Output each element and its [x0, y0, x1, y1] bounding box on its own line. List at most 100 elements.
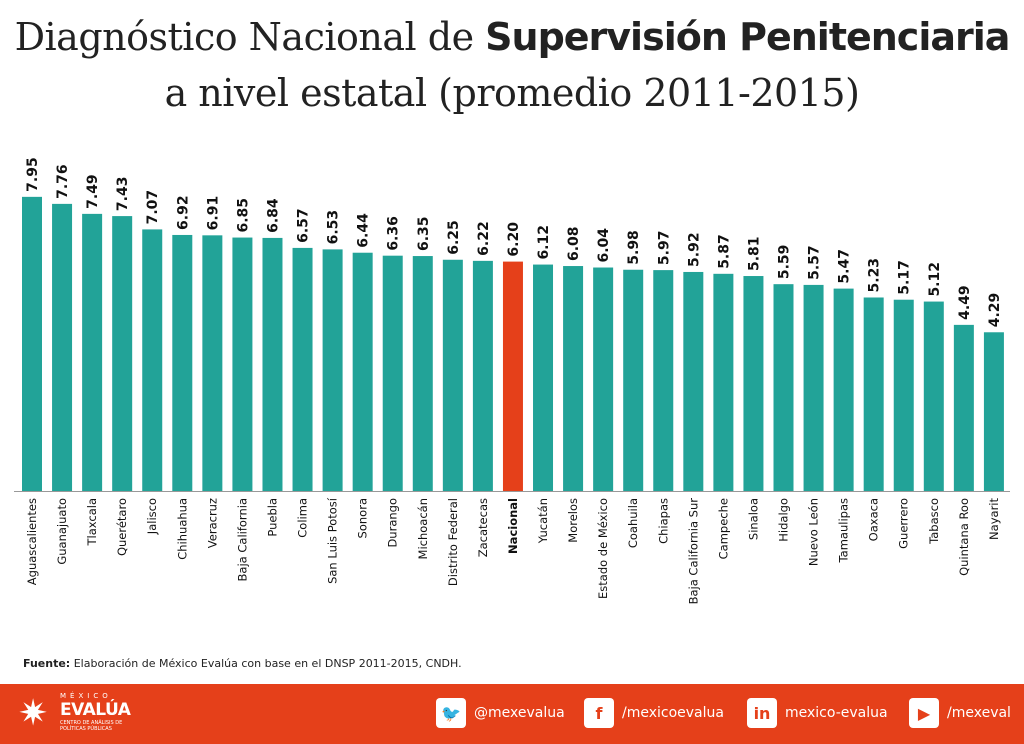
- source-text: Elaboración de México Evalúa con base en…: [70, 657, 462, 670]
- bar-yucatán: [533, 264, 554, 491]
- twitter-link[interactable]: 🐦 @mexevalua: [436, 698, 565, 728]
- value-label: 6.84: [265, 198, 281, 233]
- value-label: 6.35: [416, 217, 432, 252]
- bar-estado-de-méxico: [593, 267, 614, 491]
- bar-hidalgo: [773, 284, 794, 491]
- value-label: 4.49: [957, 285, 973, 320]
- star-logo-icon: ✷: [18, 693, 49, 734]
- category-label: Sonora: [356, 498, 370, 538]
- bar-nuevo-león: [803, 284, 824, 491]
- bar-sonora: [352, 252, 373, 491]
- bar-guanajuato: [52, 203, 73, 491]
- value-label: 6.04: [596, 228, 612, 263]
- bar-nayarit: [983, 332, 1004, 491]
- category-label: Morelos: [566, 498, 580, 543]
- linkedin-link[interactable]: in mexico-evalua: [747, 698, 888, 728]
- bar-sinaloa: [743, 276, 764, 491]
- bar-campeche: [713, 273, 734, 491]
- category-label: Baja California Sur: [686, 498, 700, 605]
- bar-aguascalientes: [22, 196, 42, 491]
- logo-sub: CENTRO DE ANÁLISIS DE POLÍTICAS PÚBLICAS: [60, 720, 123, 732]
- bar-tamaulipas: [833, 288, 854, 491]
- category-label: Campeche: [716, 498, 730, 559]
- value-label: 6.36: [386, 216, 402, 251]
- category-label: Colima: [296, 498, 310, 538]
- value-label: 6.92: [175, 195, 191, 230]
- twitter-label: @mexevalua: [474, 705, 565, 721]
- bar-quintana-roo: [953, 324, 974, 491]
- twitter-icon: 🐦: [436, 698, 466, 728]
- chart-title-line1: Diagnóstico Nacional de Supervisión Peni…: [0, 14, 1024, 60]
- value-label: 7.43: [115, 177, 131, 212]
- bar-puebla: [262, 237, 283, 491]
- bar-chiapas: [653, 270, 674, 491]
- value-label: 5.97: [656, 231, 672, 266]
- category-label: Tamaulipas: [837, 498, 851, 563]
- category-label: Jalisco: [145, 498, 159, 535]
- value-label: 6.44: [356, 213, 372, 248]
- value-label: 5.81: [746, 236, 762, 271]
- mexico-evalua-logo[interactable]: ✷ MÉXICO EVALÚA CENTRO DE ANÁLISIS DE PO…: [18, 690, 138, 738]
- category-label: San Luis Potosí: [326, 497, 340, 584]
- linkedin-icon: in: [747, 698, 777, 728]
- bar-guerrero: [893, 299, 914, 491]
- value-label: 6.57: [296, 208, 312, 243]
- value-label: 7.76: [55, 164, 71, 199]
- bar-jalisco: [142, 229, 163, 491]
- value-label: 5.17: [897, 260, 913, 295]
- category-label: Coahuila: [626, 498, 640, 548]
- category-label: Guanajuato: [55, 498, 69, 565]
- logo-top: MÉXICO: [60, 692, 112, 700]
- category-label: Michoacán: [416, 498, 430, 559]
- bar-michoacán: [412, 256, 433, 491]
- category-label: Querétaro: [115, 498, 129, 556]
- facebook-icon: f: [584, 698, 614, 728]
- value-label: 5.23: [867, 258, 883, 293]
- source-note: Fuente: Elaboración de México Evalúa con…: [23, 657, 462, 670]
- linkedin-label: mexico-evalua: [785, 705, 888, 721]
- value-label: 6.12: [536, 225, 552, 260]
- youtube-icon: ▶: [909, 698, 939, 728]
- category-label: Nayarit: [987, 498, 1001, 540]
- bar-baja-california-sur: [683, 271, 704, 491]
- bar-durango: [382, 255, 403, 491]
- bar-distrito-federal: [442, 259, 463, 491]
- bar-zacatecas: [472, 260, 493, 491]
- category-label: Aguascalientes: [25, 498, 39, 585]
- value-label: 6.22: [476, 221, 492, 256]
- category-label: Oaxaca: [867, 498, 881, 541]
- bar-tabasco: [923, 301, 944, 491]
- bar-chart: 7.95 Aguascalientes 7.76 Guanajuato 7.49 Tlax…: [14, 157, 1010, 605]
- value-label: 6.85: [235, 198, 251, 233]
- value-label: 5.12: [927, 262, 943, 297]
- bar-chihuahua: [172, 234, 193, 491]
- category-label: Hidalgo: [777, 498, 791, 542]
- category-label: Yucatán: [536, 498, 550, 544]
- facebook-link[interactable]: f/mexicoevalua: [584, 698, 724, 728]
- category-label: Baja California: [235, 498, 249, 581]
- bar-veracruz: [202, 235, 223, 491]
- category-label: Veracruz: [205, 498, 219, 548]
- value-label: 5.59: [777, 245, 793, 280]
- value-label: 4.29: [987, 293, 1003, 328]
- value-label: 6.53: [326, 210, 342, 245]
- value-label: 5.98: [626, 230, 642, 265]
- category-label: Estado de México: [596, 498, 610, 599]
- value-label: 7.49: [85, 174, 101, 209]
- source-label: Fuente:: [23, 657, 71, 670]
- category-label: Sinaloa: [746, 498, 760, 540]
- value-label: 7.07: [145, 190, 161, 225]
- category-label: Chihuahua: [175, 498, 189, 560]
- facebook-label: /mexicoevalua: [622, 705, 724, 721]
- youtube-link[interactable]: ▶ /mexeval: [909, 698, 1011, 728]
- category-label: Distrito Federal: [446, 498, 460, 586]
- category-label: Tlaxcala: [85, 498, 99, 546]
- category-label: Puebla: [265, 498, 279, 537]
- bar-tlaxcala: [82, 213, 103, 491]
- value-label: 5.87: [716, 234, 732, 269]
- value-label: 6.91: [205, 196, 221, 231]
- value-label: 5.57: [807, 245, 823, 280]
- category-label: Tabasco: [927, 498, 941, 545]
- bar-morelos: [563, 266, 584, 491]
- value-label: 7.95: [25, 157, 41, 192]
